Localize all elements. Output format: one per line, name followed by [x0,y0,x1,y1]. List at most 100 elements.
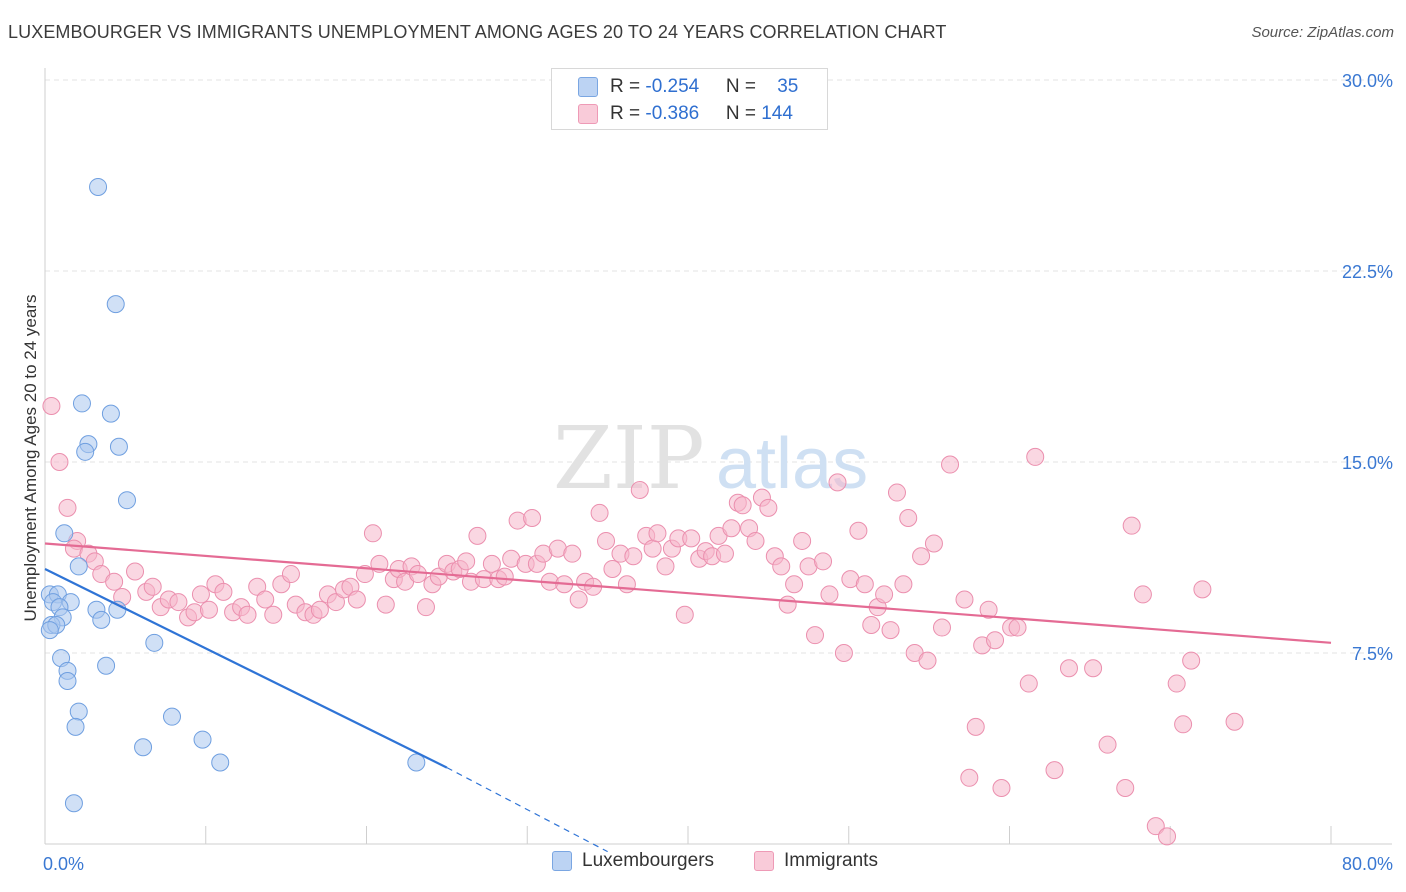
series-legend: Luxembourgers Immigrants [0,850,1406,878]
r-value: -0.386 [645,103,700,124]
n-label: N = [725,76,762,97]
immigrant-point [1133,585,1152,604]
y-tick-label: 30.0% [1342,71,1393,91]
luxembourger-point [76,442,95,461]
immigrant-point [169,593,188,612]
n-label: N = [725,103,762,124]
immigrant-point [759,498,778,517]
y-tick-label: 7.5% [1352,644,1393,664]
immigrant-point [941,455,960,474]
immigrant-point [1174,715,1193,734]
legend-swatch-pink [578,104,598,124]
immigrant-point [682,529,701,548]
immigrant-point [523,509,542,528]
luxembourger-point [92,610,111,629]
luxembourger-point [106,295,125,314]
luxembourger-point [101,404,120,423]
immigrant-point [1193,580,1212,599]
watermark-atlas: atlas [716,424,868,504]
legend-swatch-blue [578,77,598,97]
immigrant-point [199,600,218,619]
r-value: -0.254 [645,76,700,97]
immigrant-point [1182,651,1201,670]
luxembourger-point [89,177,108,196]
immigrant-trend-line [44,542,1332,644]
immigrant-point [495,567,514,586]
immigrant-point [828,473,847,492]
data-points [40,177,1244,846]
immigrant-point [772,557,791,576]
r-label: R = [610,103,646,124]
luxembourger-point [407,753,426,772]
immigrant-point [733,496,752,515]
immigrant-point [992,778,1011,797]
immigrant-point [894,575,913,594]
luxembourger-point [97,656,116,675]
luxembourger-point [66,717,85,736]
source-label: Source: ZipAtlas.com [1251,24,1394,41]
immigrant-point [363,524,382,543]
immigrant-point [834,644,853,662]
luxembourger-point [117,491,136,510]
immigrant-point [105,572,124,591]
immigrant-point [899,509,918,528]
y-tick-label: 22.5% [1342,262,1393,282]
immigrant-point [42,396,61,415]
immigrant-point [1122,516,1141,535]
immigrant-point [785,575,804,594]
luxembourger-point [40,621,59,640]
immigrant-point [214,582,233,601]
luxembourger-point [69,702,88,721]
immigrant-point [715,544,734,563]
immigrant-point [617,575,636,594]
immigrant-point [264,605,283,624]
immigrant-point [482,554,501,573]
watermark: ZIP atlas [553,409,868,509]
immigrant-point [569,590,588,609]
immigrant-point [643,539,662,558]
immigrant-point [326,593,345,612]
immigrant-point [1084,659,1103,678]
immigrant-point [1045,761,1064,780]
immigrant-point [1158,827,1177,846]
immigrant-point [191,585,210,604]
immigrant-point [849,521,868,540]
immigrant-point [408,565,427,584]
immigrant-point [855,575,874,594]
immigrant-point [416,598,435,617]
immigrant-point [630,481,649,500]
luxembourger-trend-line [44,567,448,769]
immigrant-point [912,547,931,566]
luxembourger-point [72,394,91,413]
immigrant-point [875,585,894,604]
immigrant-point [1059,659,1078,678]
luxembourger-point [145,633,164,652]
legend-swatch-pink [754,851,774,871]
tick-labels: 7.5% 15.0% 22.5% 30.0% 0.0% 80.0% [43,71,1393,874]
immigrant-point [675,605,694,624]
immigrant-point [722,519,741,538]
immigrant-point [58,498,77,517]
immigrant-point [932,618,951,637]
immigrant-point [924,534,943,553]
n-value: 35 [777,76,799,97]
immigrant-point [918,651,937,670]
immigrant-point [778,595,797,614]
immigrant-point [1019,674,1038,693]
immigrant-point [590,503,609,522]
n-value: 144 [761,103,793,124]
immigrant-point [887,483,906,502]
immigrant-point [238,605,257,624]
immigrant-point [966,717,985,736]
immigrant-point [256,590,275,609]
watermark-zip: ZIP [553,409,705,509]
immigrant-point [468,526,487,545]
immigrant-point [355,565,374,584]
immigrant-point [126,562,145,581]
luxembourger-point [193,730,212,749]
immigrant-point [1116,778,1135,797]
immigrant-point [50,453,69,471]
legend-item-luxembourgers: Luxembourgers [552,850,714,872]
y-tick-label: 15.0% [1342,453,1393,473]
luxembourger-trend-extension [446,767,608,853]
